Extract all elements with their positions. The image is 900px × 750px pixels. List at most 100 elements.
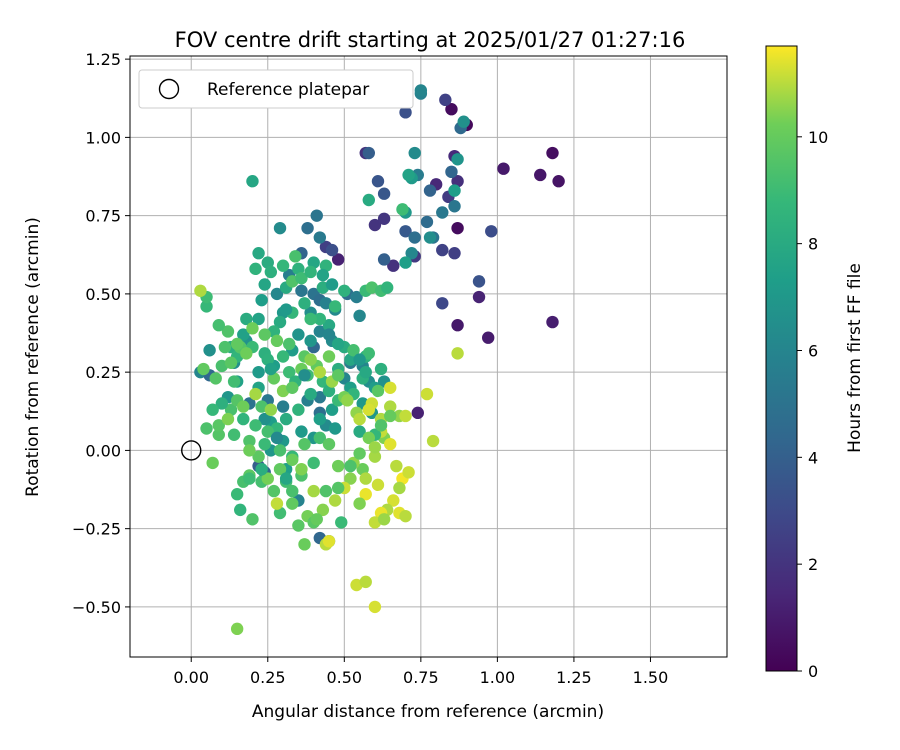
scatter-point xyxy=(402,466,415,479)
scatter-point xyxy=(286,497,299,510)
scatter-point xyxy=(267,372,281,385)
legend-marker-icon xyxy=(158,78,180,100)
legend-box xyxy=(138,69,414,109)
scatter-point xyxy=(368,450,382,463)
scatter-point xyxy=(221,325,235,338)
scatter-point xyxy=(313,312,327,326)
scatter-point xyxy=(420,387,434,401)
scatter-point xyxy=(353,425,366,438)
scatter-point xyxy=(283,365,296,379)
scatter-point xyxy=(485,225,498,238)
scatter-point xyxy=(240,312,253,326)
scatter-point xyxy=(384,409,397,423)
scatter-point xyxy=(436,243,449,257)
colorbar-tick-label: 2 xyxy=(808,555,818,574)
scatter-point xyxy=(273,444,287,457)
plot-frame xyxy=(129,55,728,658)
scatter-point xyxy=(448,200,461,213)
scatter-point xyxy=(292,519,305,532)
scatter-point xyxy=(240,347,253,360)
scatter-point xyxy=(436,297,449,310)
scatter-point xyxy=(390,459,403,473)
scatter-point xyxy=(252,312,265,326)
x-tick-label: 1.25 xyxy=(556,668,592,687)
scatter-point xyxy=(316,268,330,282)
scatter-point xyxy=(307,456,320,470)
scatter-point xyxy=(316,375,330,388)
scatter-point xyxy=(344,353,357,366)
scatter-point xyxy=(283,337,296,351)
scatter-point xyxy=(387,494,400,507)
scatter-point xyxy=(371,175,385,188)
scatter-point xyxy=(273,506,287,520)
scatter-point xyxy=(295,462,308,476)
scatter-point xyxy=(399,106,412,119)
scatter-point xyxy=(307,484,320,498)
scatter-point xyxy=(377,212,391,225)
scatter-point xyxy=(212,428,225,441)
scatter-point xyxy=(279,472,293,485)
scatter-point xyxy=(310,209,323,222)
y-tick-label: 1.00 xyxy=(85,128,121,147)
scatter-point xyxy=(243,434,256,448)
scatter-point xyxy=(298,437,311,451)
scatter-point xyxy=(249,387,262,401)
scatter-point xyxy=(457,115,470,128)
scatter-point xyxy=(362,403,375,416)
scatter-point xyxy=(304,387,317,401)
scatter-point xyxy=(270,287,284,301)
scatter-point xyxy=(298,538,311,551)
scatter-point xyxy=(255,293,268,307)
scatter-point xyxy=(298,369,311,382)
scatter-point xyxy=(304,353,317,366)
scatter-point xyxy=(273,221,287,235)
scatter-point xyxy=(328,422,342,435)
scatter-point xyxy=(368,218,382,232)
scatter-point xyxy=(246,175,259,188)
scatter-point xyxy=(237,328,250,341)
scatter-point xyxy=(374,419,388,432)
scatter-point xyxy=(224,403,238,416)
scatter-point xyxy=(445,165,458,179)
scatter-point xyxy=(353,412,366,426)
scatter-point xyxy=(273,315,287,329)
colorbar-tick-label: 0 xyxy=(808,662,818,681)
legend-label: Reference platepar xyxy=(207,80,369,100)
scatter-point xyxy=(350,290,363,304)
scatter-point xyxy=(267,484,281,498)
scatter-point xyxy=(399,409,412,423)
scatter-point xyxy=(497,162,510,175)
scatter-point xyxy=(249,262,262,276)
scatter-point xyxy=(270,334,284,348)
scatter-point xyxy=(423,231,437,244)
scatter-point xyxy=(273,462,287,476)
scatter-point xyxy=(215,397,229,410)
scatter-point xyxy=(353,353,366,366)
scatter-point xyxy=(451,175,464,188)
colorbar-ticks: 0 2 4 6 8 10 xyxy=(797,128,828,681)
scatter-point xyxy=(393,481,406,495)
scatter-point xyxy=(322,534,336,548)
scatter-point xyxy=(252,450,265,463)
x-axis-ticks: 0.00 0.25 0.50 0.75 1.00 1.25 1.50 xyxy=(173,657,668,687)
scatter-point xyxy=(362,347,375,360)
x-tick-label: 0.00 xyxy=(173,668,209,687)
scatter-point xyxy=(249,419,262,432)
scatter-point xyxy=(209,372,222,385)
colorbar: 0 2 4 6 8 10 Hours from first FF file xyxy=(765,45,865,681)
y-tick-label: −0.50 xyxy=(72,598,121,617)
scatter-point xyxy=(313,431,327,445)
scatter-point xyxy=(353,497,366,510)
x-tick-label: 1.00 xyxy=(480,668,516,687)
scatter-point xyxy=(322,350,336,363)
scatter-point xyxy=(224,356,238,369)
scatter-point xyxy=(258,278,271,291)
scatter-point xyxy=(371,384,385,398)
scatter-point xyxy=(230,622,244,636)
scatter-point xyxy=(230,488,244,501)
data-points xyxy=(194,84,565,636)
y-tick-label: 0.50 xyxy=(85,285,121,304)
scatter-point xyxy=(261,353,274,366)
scatter-point xyxy=(316,503,330,517)
scatter-point xyxy=(552,175,565,188)
